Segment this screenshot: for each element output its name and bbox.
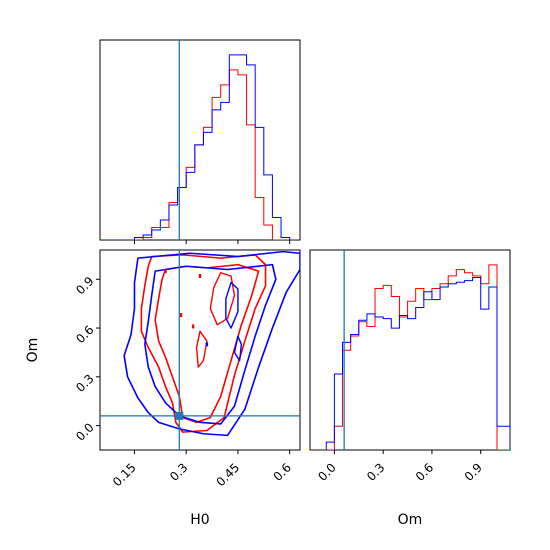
red-histogram-line xyxy=(310,264,510,450)
h0-axis-label: H0 xyxy=(190,512,209,528)
x-tick-label: 0.15 xyxy=(110,460,139,489)
red-contour-dot xyxy=(164,269,167,274)
x-tick-label: 0.0 xyxy=(315,460,338,483)
red-contour-dot xyxy=(198,274,202,279)
red-contour-island xyxy=(209,272,236,326)
blue-contour-island xyxy=(233,335,243,362)
y-tick-label: 0.3 xyxy=(73,372,96,395)
h0-om-contour-panel: 0.15 0.3 0.45 0.6 0.0 0.3 0.6 0.9 xyxy=(73,249,301,489)
x-tick-label: 0.45 xyxy=(213,460,242,489)
y-tick-label: 0.6 xyxy=(73,323,96,346)
y-tick-label: 0.9 xyxy=(73,274,96,297)
x-tick-label: 0.6 xyxy=(271,460,294,483)
truth-marker xyxy=(175,411,184,420)
x-tick-label: 0.3 xyxy=(364,460,387,483)
x-tick-label: 0.9 xyxy=(462,460,485,483)
h0-histogram-panel xyxy=(99,39,301,244)
h0-histogram-frame xyxy=(99,39,301,241)
blue-histogram-line xyxy=(100,54,299,240)
om-histogram-panel: 0.0 0.3 0.6 0.9 xyxy=(309,249,511,484)
om-x-axis-label: Om xyxy=(398,512,423,528)
red-contour-dot xyxy=(179,313,183,318)
red-contour-island xyxy=(195,330,208,368)
blue-outer-contour xyxy=(123,250,300,437)
y-tick-label: 0.0 xyxy=(73,420,96,443)
contour-frame xyxy=(99,249,301,451)
blue-histogram-line xyxy=(310,276,510,450)
blue-contour-island xyxy=(225,281,239,329)
x-tick-label: 0.6 xyxy=(413,460,436,483)
red-inner-contour xyxy=(154,263,260,424)
om-y-axis-label: Om xyxy=(25,338,41,363)
om-histogram-frame xyxy=(309,249,511,451)
blue-contour-dot xyxy=(205,342,209,347)
x-tick-label: 0.3 xyxy=(167,460,190,483)
red-histogram-line xyxy=(100,69,299,240)
blue-inner-contour xyxy=(144,263,277,425)
red-contour-dot xyxy=(191,324,195,329)
